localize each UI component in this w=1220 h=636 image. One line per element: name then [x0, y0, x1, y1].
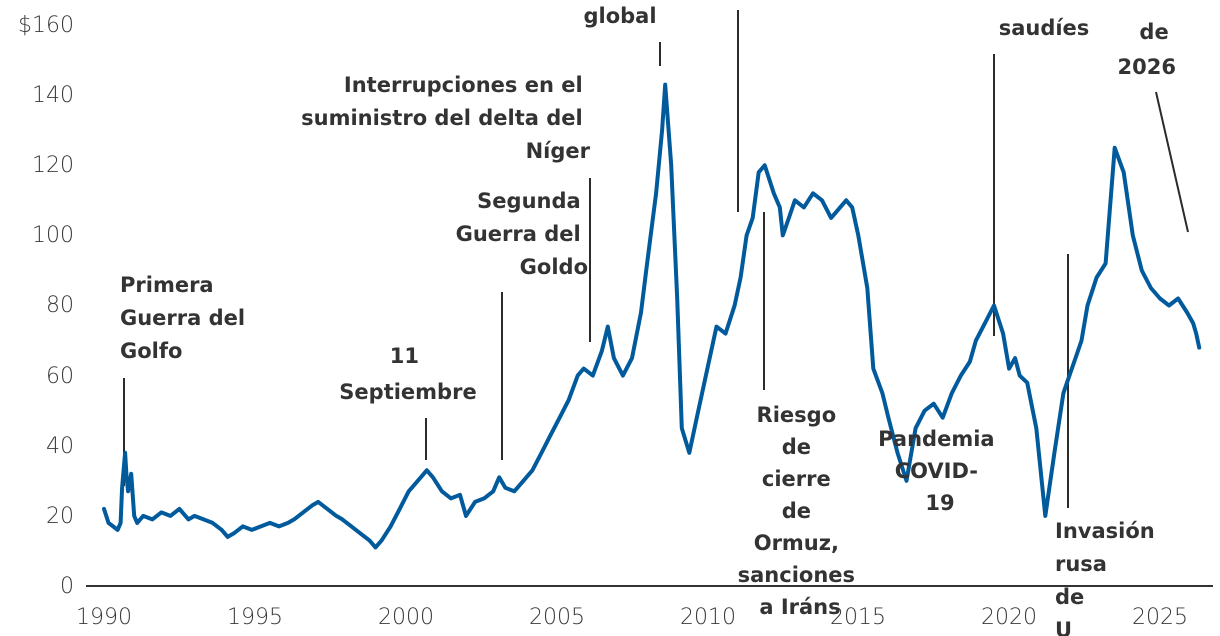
- x-axis: 1990 1995 2000 2005 2010 2015 2020 2025: [76, 605, 1188, 630]
- y-tick-label: 60: [46, 364, 74, 389]
- oil-price-line: [102, 82, 1202, 550]
- y-tick-label: 0: [60, 574, 74, 599]
- annotation-global: global: [583, 4, 656, 28]
- annotation-gulf2: Segunda Guerra del Goldo: [456, 189, 588, 279]
- annotations: Primera Guerra del Golfo 11 Septiembre S…: [120, 4, 1176, 636]
- annotation-niger: Interrupciones en el suministro del delt…: [301, 73, 591, 163]
- leader-2026: [1155, 91, 1189, 233]
- y-tick-label: 40: [46, 434, 74, 459]
- annotation-saudi: saudíes: [999, 16, 1090, 40]
- annotation-hormuz: Riesgo de cierre de Ormuz, sanciones a I…: [738, 403, 863, 619]
- y-tick-label: $160: [18, 13, 74, 38]
- y-tick-label: 80: [46, 293, 74, 318]
- x-tick-label: 2015: [830, 605, 886, 630]
- x-tick-label: 1990: [76, 605, 132, 630]
- x-tick-label: 2010: [680, 605, 736, 630]
- y-axis: 0 20 40 60 80 100 120 140 $160: [18, 13, 74, 599]
- x-tick-label: 2020: [981, 605, 1037, 630]
- y-tick-label: 140: [32, 83, 74, 108]
- y-tick-label: 120: [32, 153, 74, 178]
- y-tick-label: 100: [32, 223, 74, 248]
- x-tick-label: 2005: [529, 605, 585, 630]
- x-tick-label: 1995: [227, 605, 283, 630]
- x-tick-label: 2000: [378, 605, 434, 630]
- annotation-sep11: 11 Septiembre: [339, 344, 476, 404]
- annotation-russia: Invasión rusa de U: [1055, 519, 1162, 636]
- x-tick-label: 2025: [1132, 605, 1188, 630]
- annotation-2026: de 2026: [1118, 20, 1176, 79]
- annotation-leaders: [123, 10, 1189, 508]
- annotation-gulf1: Primera Guerra del Golfo: [120, 273, 252, 363]
- annotation-covid: Pandemia COVID- 19: [878, 427, 1002, 515]
- y-tick-label: 20: [46, 504, 74, 529]
